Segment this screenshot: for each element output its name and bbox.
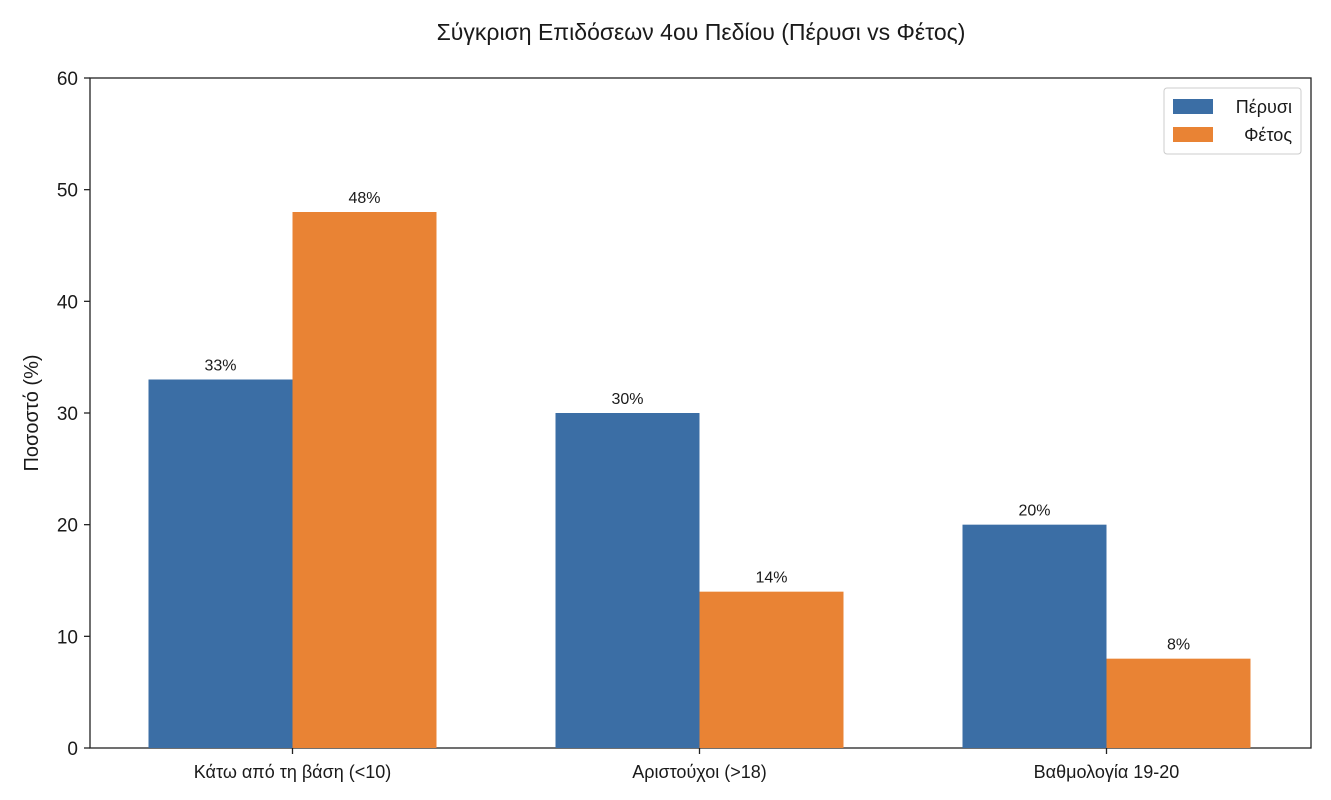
y-tick-label: 30	[57, 404, 78, 425]
bar-value-label: 8%	[1167, 637, 1190, 654]
y-tick-label: 50	[57, 181, 78, 202]
plot-area: 0 10 20 30 40 50 60 33% 48% Κάτω από τη βάση (<10…	[57, 69, 1312, 782]
bar-value-label: 33%	[204, 358, 236, 375]
legend-label: Φέτος	[1244, 125, 1292, 145]
y-tick-label: 40	[57, 292, 78, 313]
y-tick-label: 10	[57, 627, 78, 648]
bar-value-label: 14%	[755, 570, 787, 587]
x-tick-label: Βαθμολογία 19-20	[1034, 762, 1180, 782]
bar-this-year	[292, 212, 437, 748]
legend-label: Πέρυσι	[1236, 97, 1292, 117]
x-tick-label: Κάτω από τη βάση (<10)	[194, 762, 391, 782]
y-tick-label: 0	[67, 739, 78, 760]
bar-this-year	[1106, 658, 1251, 748]
y-tick-label: 20	[57, 516, 78, 537]
y-axis-label: Ποσοστό (%)	[21, 354, 43, 471]
legend-swatch	[1173, 99, 1213, 114]
bar-value-label: 20%	[1018, 503, 1050, 520]
bar-last-year	[962, 524, 1107, 748]
bar-last-year	[555, 413, 700, 748]
chart-title: Σύγκριση Επιδόσεων 4ου Πεδίου (Πέρυσι vs…	[437, 19, 966, 45]
x-tick-label: Αριστούχοι (>18)	[632, 762, 767, 782]
legend-swatch	[1173, 127, 1213, 142]
bar-value-label: 48%	[348, 190, 380, 207]
bar-last-year	[148, 379, 293, 748]
legend: Πέρυσι Φέτος	[1163, 87, 1302, 155]
bar-this-year	[699, 591, 844, 748]
y-tick-label: 60	[57, 69, 78, 90]
bar-value-label: 30%	[611, 391, 643, 408]
